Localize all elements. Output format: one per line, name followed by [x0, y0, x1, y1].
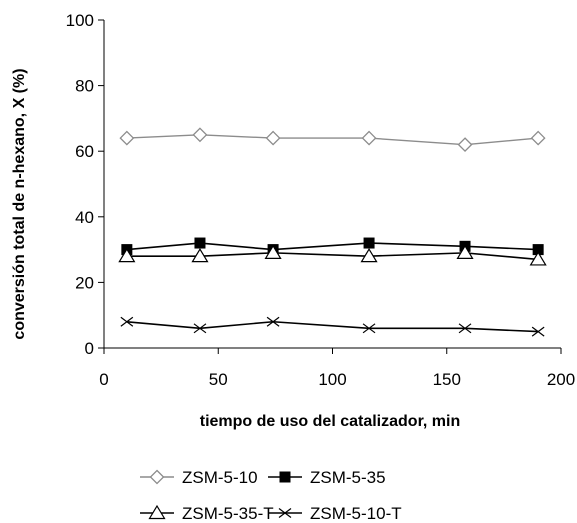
legend-marker-zsm-5-35-t	[148, 504, 166, 520]
x-tick-label: 50	[209, 370, 228, 389]
legend-label-zsm-5-10: ZSM-5-10	[182, 468, 258, 487]
data-point-zsm-5-10	[530, 130, 546, 146]
legend-marker-zsm-5-10-t	[278, 508, 292, 518]
legend-item-zsm-5-10-t: ZSM-5-10-T	[268, 504, 402, 523]
y-tick-label: 20	[75, 273, 94, 292]
y-tick-label: 40	[75, 208, 94, 227]
data-point-zsm-5-35-t	[118, 247, 136, 263]
y-axis-ticks: 0 20 40 60 80 100	[66, 11, 104, 358]
series-zsm-5-35	[121, 237, 544, 256]
series-line-zsm-5-10	[126, 134, 539, 146]
legend-item-zsm-5-35: ZSM-5-35	[268, 468, 386, 487]
data-point-zsm-5-10	[361, 130, 377, 146]
data-point-zsm-5-35-t	[191, 247, 209, 263]
series-zsm-5-10-t	[120, 316, 545, 337]
data-point-zsm-5-10-t	[266, 316, 280, 327]
y-axis-title: conversión total de n-hexano, X (%)	[11, 68, 28, 339]
data-point-zsm-5-10-t	[120, 316, 134, 327]
data-point-zsm-5-10-t	[458, 323, 472, 334]
data-point-zsm-5-35-t	[529, 251, 547, 266]
legend-item-zsm-5-35-t: ZSM-5-35-T	[140, 504, 274, 523]
y-tick-label: 100	[66, 11, 94, 30]
data-point-zsm-5-10-t	[531, 326, 545, 337]
series-zsm-5-35-t	[118, 244, 547, 266]
data-point-zsm-5-10	[119, 130, 135, 146]
data-point-zsm-5-10	[192, 127, 208, 143]
x-tick-label: 0	[99, 370, 108, 389]
legend: ZSM-5-10 ZSM-5-35 ZSM-5-35-T ZSM-5-10-T	[140, 468, 402, 523]
chart-axes	[103, 20, 561, 349]
plot-series	[118, 127, 547, 337]
data-point-zsm-5-35-t	[360, 247, 378, 263]
data-point-zsm-5-10-t	[193, 323, 207, 334]
x-tick-label: 100	[318, 370, 346, 389]
legend-item-zsm-5-10: ZSM-5-10	[140, 468, 258, 487]
legend-label-zsm-5-35: ZSM-5-35	[310, 468, 386, 487]
data-point-zsm-5-35-t	[264, 244, 282, 259]
x-tick-label: 200	[547, 370, 575, 389]
legend-marker-zsm-5-10	[149, 469, 165, 485]
legend-marker-zsm-5-35	[279, 471, 291, 483]
x-axis-ticks: 0 50 100 150 200	[99, 348, 575, 389]
data-point-zsm-5-35	[363, 237, 375, 249]
y-tick-label: 80	[75, 77, 94, 96]
data-point-zsm-5-10	[265, 130, 281, 146]
legend-label-zsm-5-35-t: ZSM-5-35-T	[182, 504, 274, 523]
y-tick-label: 60	[75, 142, 94, 161]
x-axis-title: tiempo de uso del catalizador, min	[200, 413, 461, 430]
data-point-zsm-5-10-t	[362, 323, 376, 334]
x-tick-label: 150	[433, 370, 461, 389]
data-point-zsm-5-35-t	[456, 244, 474, 259]
series-line-zsm-5-35	[126, 242, 539, 251]
series-line-zsm-5-35-t	[126, 252, 539, 261]
legend-label-zsm-5-10-t: ZSM-5-10-T	[310, 504, 402, 523]
series-zsm-5-10	[119, 127, 546, 153]
data-point-zsm-5-10	[457, 137, 473, 153]
y-tick-label: 0	[85, 339, 94, 358]
series-line-zsm-5-10-t	[126, 320, 539, 333]
data-point-zsm-5-35	[194, 237, 206, 249]
data-point-zsm-5-35	[532, 244, 544, 256]
